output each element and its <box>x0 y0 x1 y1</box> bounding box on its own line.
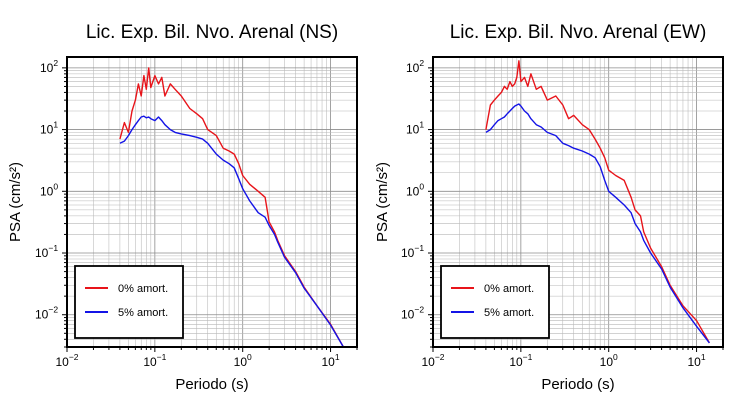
y-tick-label: 102 <box>406 58 424 75</box>
y-tick-label: 10−1 <box>401 243 424 260</box>
chart-title: Lic. Exp. Bil. Nvo. Arenal (EW) <box>450 22 707 43</box>
chart-title: Lic. Exp. Bil. Nvo. Arenal (NS) <box>86 22 338 43</box>
y-tick-label: 10−2 <box>401 305 424 322</box>
x-axis-label: Periodo (s) <box>541 376 614 393</box>
y-tick-label: 100 <box>40 181 58 198</box>
y-axis-label: PSA (cm/s²) <box>374 162 391 242</box>
series-line-blue <box>485 103 710 344</box>
legend-label: 0% amort. <box>118 283 168 295</box>
series-line-blue <box>119 115 345 348</box>
plot-frame <box>66 56 358 348</box>
legend: 0% amort. 5% amort. <box>440 265 550 339</box>
y-tick-label: 100 <box>406 181 424 198</box>
plot-frame <box>432 56 724 348</box>
y-tick-label: 10−1 <box>35 243 58 260</box>
y-tick-label: 101 <box>406 120 424 137</box>
legend: 0% amort. 5% amort. <box>74 265 184 339</box>
y-tick-label: 101 <box>40 120 58 137</box>
x-axis-label: Periodo (s) <box>175 376 248 393</box>
x-tick-label: 100 <box>234 352 252 369</box>
y-axis-label: PSA (cm/s²) <box>7 162 24 242</box>
chart-panel-1: 10−2 10−1 100 101 10−2 10−1 100 101 102 Lic. Exp.… <box>7 22 358 393</box>
y-tick-label: 102 <box>40 58 58 75</box>
y-tick-label: 10−2 <box>35 305 58 322</box>
chart-panel-2: 10−2 10−1 100 101 10−2 10−1 100 101 102 Lic. Exp.… <box>374 22 724 393</box>
x-tick-label: 10−2 <box>421 352 444 369</box>
x-tick-label: 100 <box>600 352 618 369</box>
x-tick-label: 101 <box>322 352 340 369</box>
x-tick-label: 10−2 <box>55 352 78 369</box>
legend-label: 5% amort. <box>118 307 168 319</box>
legend-label: 5% amort. <box>484 307 534 319</box>
x-tick-label: 10−1 <box>143 352 166 369</box>
series-line-red <box>485 60 711 344</box>
x-tick-label: 101 <box>688 352 706 369</box>
x-tick-label: 10−1 <box>509 352 532 369</box>
series-line-red <box>119 67 345 348</box>
legend-box <box>440 265 550 339</box>
legend-label: 0% amort. <box>484 283 534 295</box>
legend-box <box>74 265 184 339</box>
